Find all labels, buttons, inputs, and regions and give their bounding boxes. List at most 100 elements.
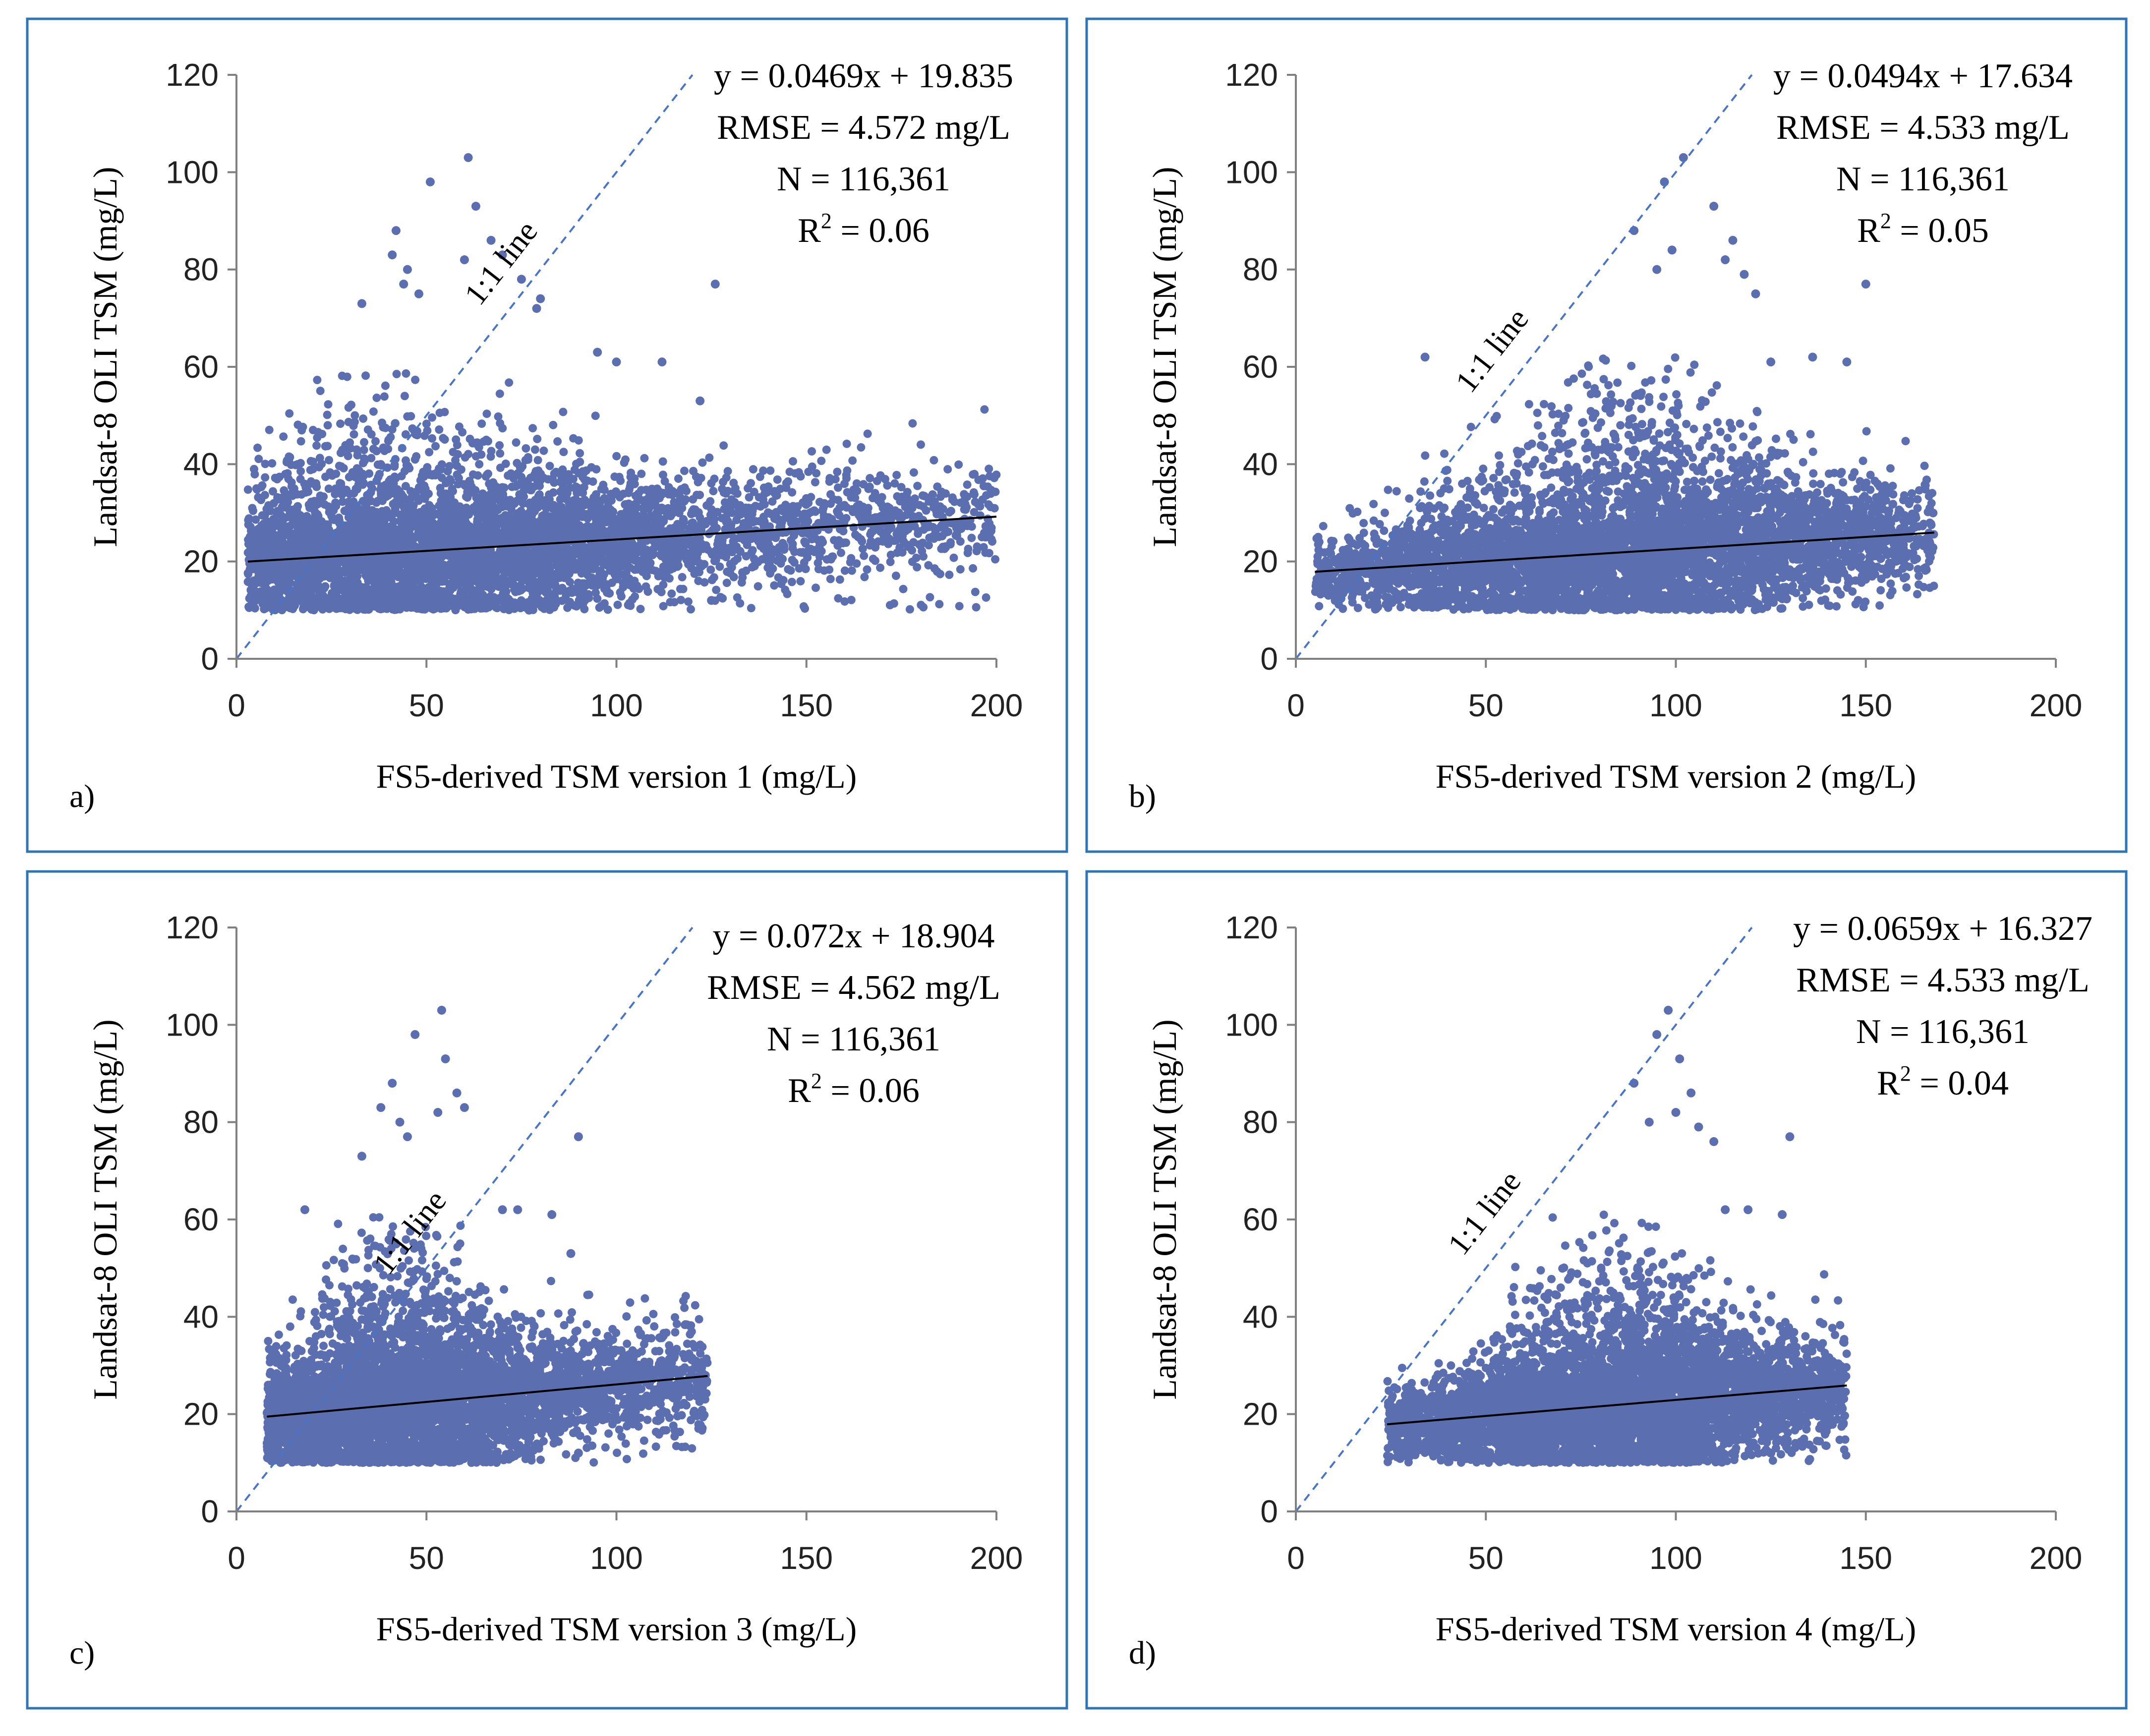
data-point xyxy=(912,553,921,562)
data-point xyxy=(416,476,425,485)
data-point xyxy=(257,483,266,491)
data-point xyxy=(619,579,628,587)
data-point xyxy=(484,437,492,446)
data-point xyxy=(459,480,468,489)
data-point xyxy=(737,578,746,587)
data-point xyxy=(360,604,369,613)
data-point xyxy=(732,516,741,524)
data-point xyxy=(726,522,735,531)
data-point xyxy=(407,505,416,514)
data-point xyxy=(349,591,358,600)
data-point xyxy=(520,534,528,543)
data-point xyxy=(980,405,989,414)
data-point xyxy=(423,426,432,435)
data-point xyxy=(602,545,611,554)
data-point xyxy=(453,470,462,479)
data-point xyxy=(866,474,874,483)
data-point xyxy=(867,527,876,536)
data-point xyxy=(256,526,265,535)
data-point xyxy=(437,473,446,482)
data-point xyxy=(892,535,901,544)
data-point xyxy=(913,481,922,490)
data-point xyxy=(918,538,927,547)
data-point xyxy=(648,484,657,493)
data-point xyxy=(422,545,431,554)
data-point xyxy=(687,605,695,614)
data-point xyxy=(549,420,558,429)
data-point xyxy=(745,531,753,540)
data-point xyxy=(971,587,980,596)
data-point xyxy=(588,540,597,549)
data-point xyxy=(970,490,979,499)
data-point xyxy=(253,443,262,452)
data-point xyxy=(924,561,933,570)
data-point xyxy=(531,468,540,477)
data-point xyxy=(786,566,795,575)
data-point xyxy=(344,452,352,461)
data-point xyxy=(436,483,445,492)
data-point xyxy=(905,605,914,614)
data-point xyxy=(960,490,969,499)
data-point xyxy=(380,392,389,401)
data-point xyxy=(627,468,636,477)
data-point xyxy=(382,506,391,515)
data-point xyxy=(380,482,389,491)
data-point xyxy=(796,577,805,585)
data-point xyxy=(243,485,252,494)
data-point xyxy=(482,604,491,613)
data-point xyxy=(529,588,538,596)
data-point xyxy=(478,590,487,599)
data-point xyxy=(569,434,578,443)
data-point xyxy=(871,489,879,498)
data-point xyxy=(712,585,721,594)
data-point xyxy=(344,403,353,412)
data-point xyxy=(658,457,667,466)
data-point xyxy=(607,532,616,541)
data-point xyxy=(771,533,780,542)
data-point xyxy=(812,583,820,592)
data-point xyxy=(747,548,756,557)
data-point xyxy=(985,549,993,558)
data-point xyxy=(863,429,872,438)
data-point xyxy=(674,474,683,483)
data-point xyxy=(486,452,495,461)
data-point xyxy=(955,602,964,611)
data-point xyxy=(890,479,899,488)
data-point xyxy=(902,492,911,501)
data-point xyxy=(269,487,277,496)
data-point xyxy=(440,407,449,416)
data-point xyxy=(897,483,906,492)
data-point xyxy=(320,500,329,509)
data-point xyxy=(595,571,604,579)
data-point xyxy=(318,430,327,438)
data-point xyxy=(246,522,255,531)
data-point xyxy=(358,469,367,478)
data-point xyxy=(420,557,429,566)
data-point xyxy=(786,536,795,545)
data-point xyxy=(524,481,533,490)
data-point xyxy=(720,505,729,514)
data-point xyxy=(323,410,332,419)
data-point xyxy=(800,558,809,567)
data-point xyxy=(287,482,296,491)
data-point xyxy=(707,479,716,488)
data-point xyxy=(715,562,724,571)
data-point xyxy=(954,460,963,469)
data-point xyxy=(807,493,815,502)
data-point xyxy=(701,541,710,550)
data-point xyxy=(436,511,445,520)
data-point xyxy=(626,554,635,563)
data-point xyxy=(491,507,500,516)
data-point xyxy=(624,601,633,609)
data-point xyxy=(982,593,990,602)
data-point xyxy=(352,464,361,473)
data-point xyxy=(969,564,978,573)
data-point xyxy=(808,462,816,471)
data-point xyxy=(970,469,979,478)
data-point xyxy=(309,458,317,466)
data-point xyxy=(743,540,752,549)
data-point xyxy=(587,504,596,513)
data-point xyxy=(788,488,797,497)
data-point xyxy=(589,565,598,574)
data-point xyxy=(796,472,805,481)
